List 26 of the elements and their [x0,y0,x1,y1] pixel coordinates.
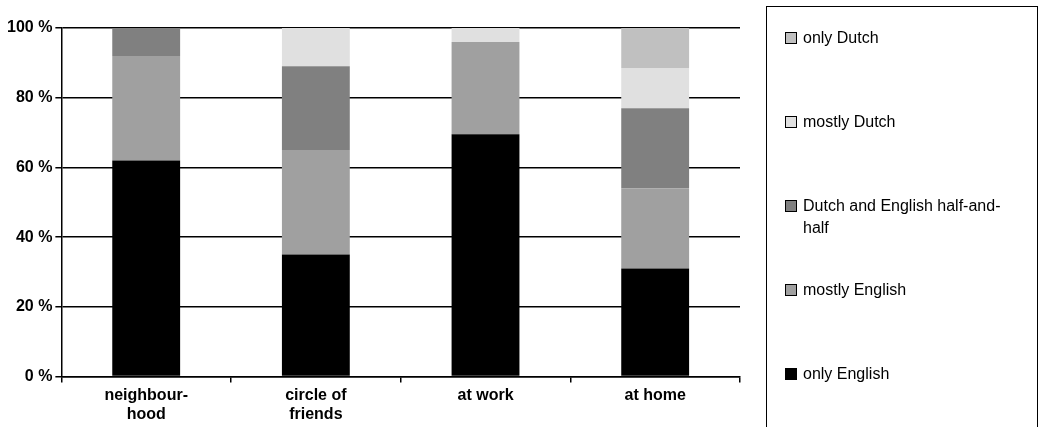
bar [621,68,690,109]
y-tick-label: 60 % [15,157,53,175]
y-tick-label: 80 % [15,88,53,106]
legend-label: mostly Dutch [803,112,896,132]
bar [281,66,350,151]
bar [451,41,520,135]
legend-label: Dutch and English half-and-half [803,196,1002,238]
bar [112,28,181,56]
y-tick-label: 20 % [15,297,53,315]
legend-label: only Dutch [803,28,879,48]
bar [621,188,690,269]
bar [621,108,690,189]
bar [281,28,350,67]
x-tick-label: at home [624,385,686,403]
bar [451,28,520,42]
bar [281,150,350,255]
y-tick-label: 0 % [24,367,53,385]
y-tick-label: 100 % [6,18,53,36]
x-tick-label: at work [457,385,514,403]
x-tick-label: circle of friends [285,385,348,422]
x-tick-label: neighbour-hood [104,385,188,422]
legend-label: mostly English [803,280,907,300]
bar [112,55,181,161]
legend-label: only English [803,364,890,384]
bar [621,28,690,69]
y-tick-label: 40 % [15,227,53,245]
